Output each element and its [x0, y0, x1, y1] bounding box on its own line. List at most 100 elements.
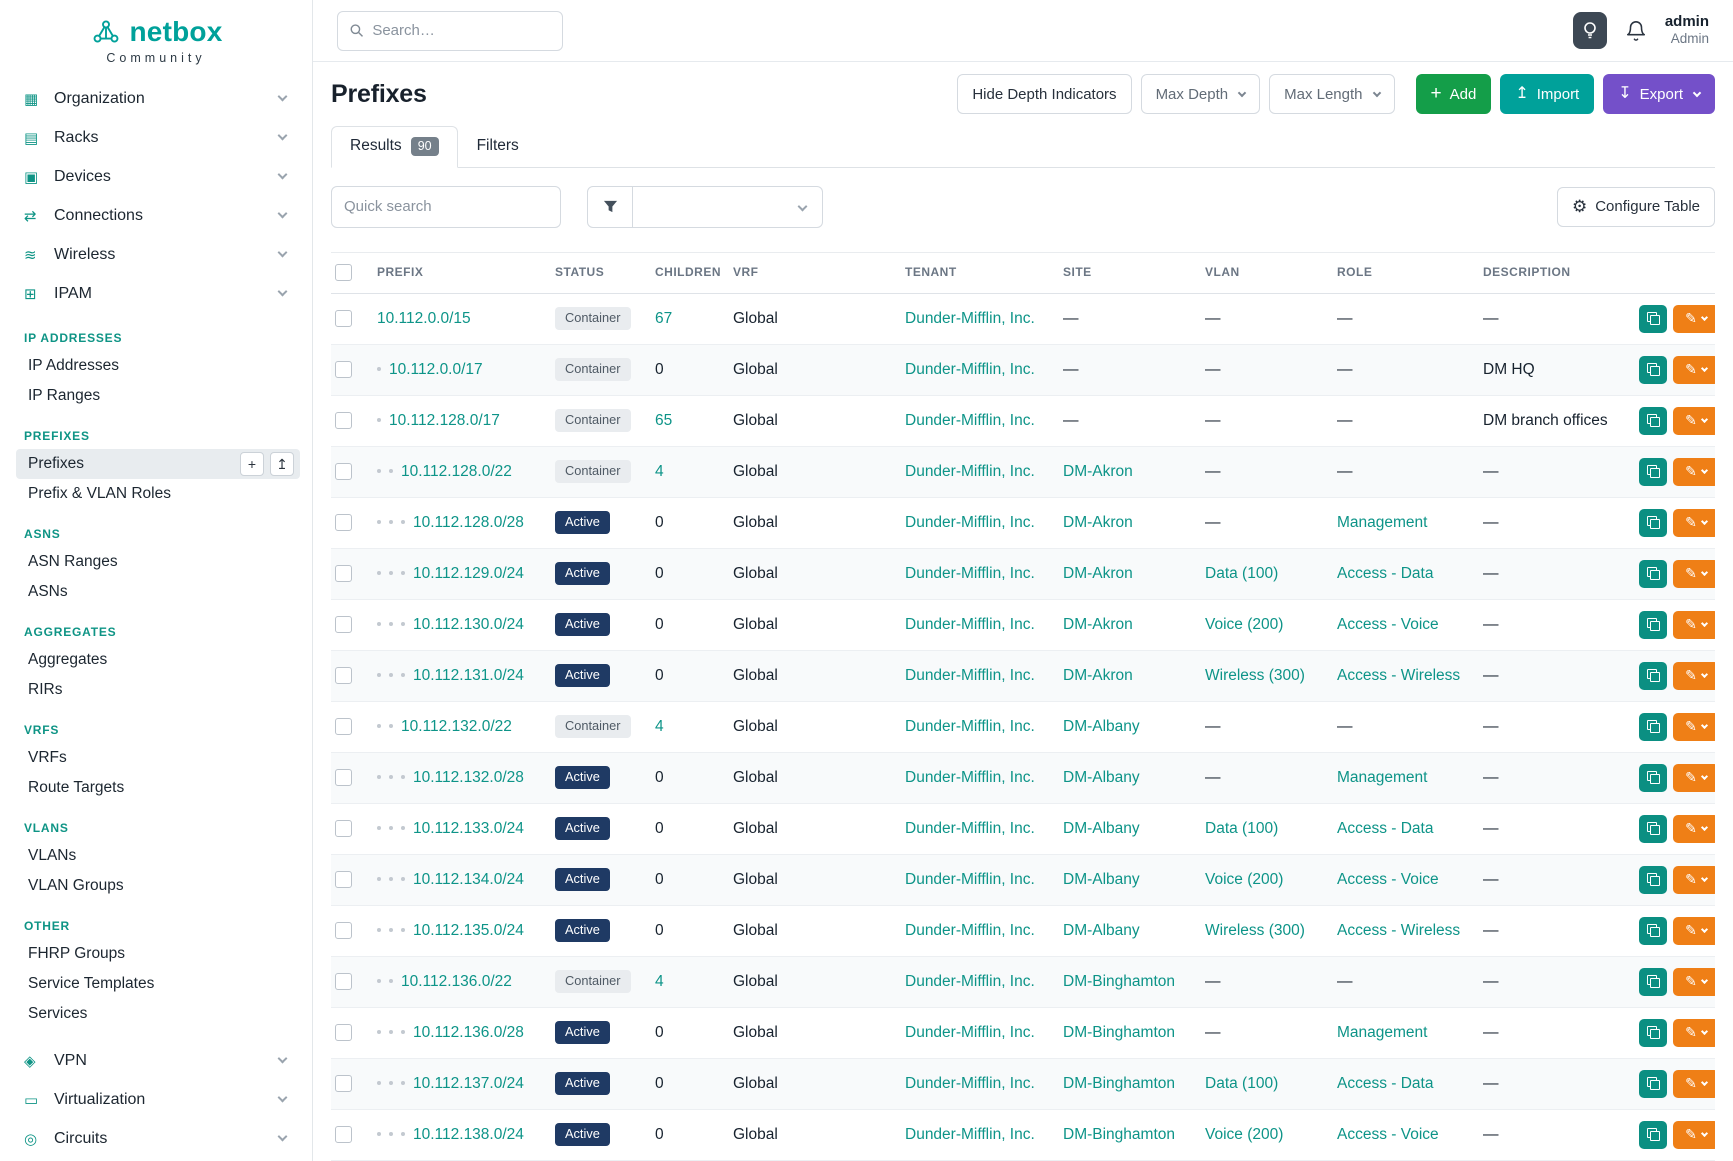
configure-table-button[interactable]: ⚙ Configure Table [1556, 186, 1715, 227]
column-header-role[interactable]: ROLE [1327, 251, 1473, 294]
vlan-link[interactable]: Voice (200) [1205, 870, 1284, 888]
role-link[interactable]: Access - Wireless [1337, 921, 1461, 939]
row-checkbox[interactable] [335, 768, 352, 786]
theme-toggle-button[interactable] [1572, 12, 1607, 49]
sidebar-item-ip-ranges[interactable]: IP Ranges [28, 387, 101, 404]
site-link[interactable]: DM-Binghamton [1063, 1074, 1175, 1092]
edit-button[interactable]: ✎ [1673, 1069, 1715, 1098]
prefix-link[interactable]: 10.112.129.0/24 [413, 564, 524, 582]
prefix-link[interactable]: 10.112.136.0/22 [401, 972, 512, 990]
prefix-link[interactable]: 10.112.0.0/17 [389, 360, 483, 378]
select-all-checkbox[interactable] [335, 263, 352, 281]
row-checkbox[interactable] [335, 717, 352, 735]
row-checkbox[interactable] [335, 870, 352, 888]
clone-button[interactable] [1639, 1018, 1667, 1047]
hide-depth-indicators-button[interactable]: Hide Depth Indicators [957, 74, 1132, 114]
clone-button[interactable] [1639, 610, 1667, 639]
children-count-link[interactable]: 4 [655, 462, 664, 480]
sidebar-item-vpn[interactable]: ◈ VPN [16, 1041, 300, 1080]
sidebar-item-rirs[interactable]: RIRs [28, 681, 63, 698]
tenant-link[interactable]: Dunder-Mifflin, Inc. [905, 768, 1035, 786]
row-checkbox[interactable] [335, 309, 352, 327]
sidebar-item-organization[interactable]: ▦ Organization [16, 79, 300, 118]
role-link[interactable]: Access - Voice [1337, 615, 1439, 633]
sidebar-item-prefixes[interactable]: Prefixes + ↥ [16, 449, 300, 479]
edit-button[interactable]: ✎ [1673, 559, 1715, 588]
sidebar-item-racks[interactable]: ▤ Racks [16, 118, 300, 157]
tenant-link[interactable]: Dunder-Mifflin, Inc. [905, 819, 1035, 837]
clone-button[interactable] [1639, 916, 1667, 945]
sidebar-item-circuits[interactable]: ◎ Circuits [16, 1119, 300, 1158]
filter-button[interactable] [587, 185, 633, 228]
prefix-link[interactable]: 10.112.134.0/24 [413, 870, 524, 888]
tenant-link[interactable]: Dunder-Mifflin, Inc. [905, 1023, 1035, 1041]
vlan-link[interactable]: Data (100) [1205, 1074, 1279, 1092]
vlan-link[interactable]: Wireless (300) [1205, 921, 1305, 939]
column-header-vrf[interactable]: VRF [723, 251, 895, 294]
sidebar-item-service-templates[interactable]: Service Templates [28, 975, 155, 992]
tenant-link[interactable]: Dunder-Mifflin, Inc. [905, 462, 1035, 480]
clone-button[interactable] [1639, 457, 1667, 486]
prefix-link[interactable]: 10.112.128.0/28 [413, 513, 524, 531]
row-checkbox[interactable] [335, 360, 352, 378]
clone-button[interactable] [1639, 1120, 1667, 1149]
role-link[interactable]: Access - Data [1337, 564, 1434, 582]
row-checkbox[interactable] [335, 666, 352, 684]
role-link[interactable]: Access - Wireless [1337, 666, 1461, 684]
sidebar-item-asn-ranges[interactable]: ASN Ranges [28, 553, 118, 570]
row-checkbox[interactable] [335, 1023, 352, 1041]
row-checkbox[interactable] [335, 564, 352, 582]
column-header-vlan[interactable]: VLAN [1195, 251, 1327, 294]
tenant-link[interactable]: Dunder-Mifflin, Inc. [905, 564, 1035, 582]
prefix-link[interactable]: 10.112.132.0/28 [413, 768, 524, 786]
role-link[interactable]: Access - Voice [1337, 870, 1439, 888]
row-checkbox[interactable] [335, 972, 352, 990]
clone-button[interactable] [1639, 559, 1667, 588]
edit-button[interactable]: ✎ [1673, 355, 1715, 384]
tenant-link[interactable]: Dunder-Mifflin, Inc. [905, 921, 1035, 939]
tenant-link[interactable]: Dunder-Mifflin, Inc. [905, 972, 1035, 990]
prefix-link[interactable]: 10.112.128.0/22 [401, 462, 512, 480]
column-header-site[interactable]: SITE [1053, 251, 1195, 294]
tab-filters[interactable]: Filters [476, 137, 519, 155]
sidebar-item-services[interactable]: Services [28, 1005, 88, 1022]
site-link[interactable]: DM-Albany [1063, 768, 1140, 786]
sidebar-item-wireless[interactable]: ≋ Wireless [16, 235, 300, 274]
prefix-link[interactable]: 10.112.130.0/24 [413, 615, 524, 633]
edit-button[interactable]: ✎ [1673, 508, 1715, 537]
role-link[interactable]: Management [1337, 513, 1428, 531]
site-link[interactable]: DM-Albany [1063, 921, 1140, 939]
sidebar-item-virtualization[interactable]: ▭ Virtualization [16, 1080, 300, 1119]
sidebar-item-vlan-groups[interactable]: VLAN Groups [28, 877, 124, 894]
row-checkbox[interactable] [335, 462, 352, 480]
row-checkbox[interactable] [335, 513, 352, 531]
tenant-link[interactable]: Dunder-Mifflin, Inc. [905, 309, 1035, 327]
children-count-link[interactable]: 4 [655, 972, 664, 990]
row-checkbox[interactable] [335, 819, 352, 837]
clone-button[interactable] [1639, 406, 1667, 435]
notifications-button[interactable] [1625, 20, 1647, 42]
row-checkbox[interactable] [335, 1074, 352, 1092]
quick-search-input[interactable] [331, 185, 561, 228]
prefix-link[interactable]: 10.112.128.0/17 [389, 411, 500, 429]
max-depth-dropdown[interactable]: Max Depth [1140, 74, 1261, 114]
sidebar-item-route-targets[interactable]: Route Targets [28, 779, 125, 796]
quick-add-button[interactable]: + [240, 452, 264, 476]
tenant-link[interactable]: Dunder-Mifflin, Inc. [905, 1125, 1035, 1143]
site-link[interactable]: DM-Binghamton [1063, 1125, 1175, 1143]
vlan-link[interactable]: Voice (200) [1205, 615, 1284, 633]
edit-button[interactable]: ✎ [1673, 1120, 1715, 1149]
tenant-link[interactable]: Dunder-Mifflin, Inc. [905, 717, 1035, 735]
row-checkbox[interactable] [335, 1125, 352, 1143]
global-search[interactable] [337, 10, 563, 51]
tab-results[interactable]: Results 90 [331, 126, 458, 168]
clone-button[interactable] [1639, 712, 1667, 741]
site-link[interactable]: DM-Binghamton [1063, 1023, 1175, 1041]
site-link[interactable]: DM-Albany [1063, 870, 1140, 888]
role-link[interactable]: Access - Data [1337, 819, 1434, 837]
search-input[interactable] [372, 22, 550, 39]
quick-import-button[interactable]: ↥ [270, 452, 294, 476]
edit-button[interactable]: ✎ [1673, 712, 1715, 741]
clone-button[interactable] [1639, 508, 1667, 537]
saved-filter-select[interactable] [633, 185, 823, 228]
